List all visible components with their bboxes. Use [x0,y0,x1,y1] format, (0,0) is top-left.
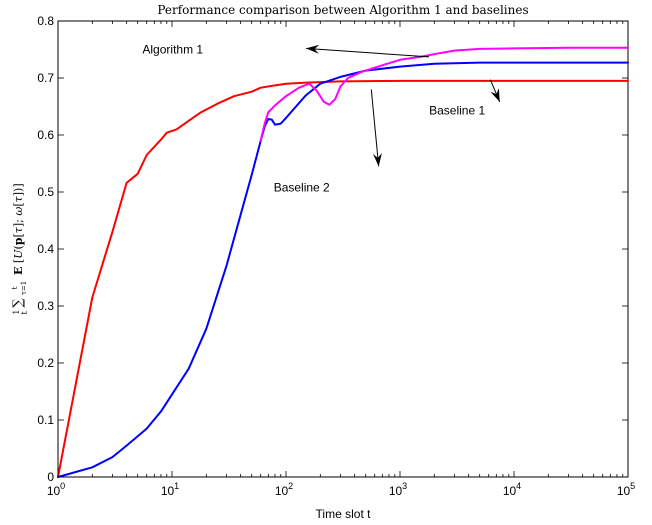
y-tick-label: 0.8 [37,14,54,28]
series-line-baseline-2 [57,79,629,478]
annotation-label: Algorithm 1 [142,43,203,57]
y-tick-label: 0.2 [37,356,54,370]
ticks-layer: 100 101 102 103 104 105 0 0.1 0.2 0.3 0.4 0.5 0.6 0.7… [37,14,635,498]
y-tick-label: 0.3 [37,299,54,313]
series-line-algorithm-1 [259,46,629,142]
chart-title: Performance comparison between Algorithm… [157,3,528,17]
annotation-label: Baseline 1 [429,103,485,117]
y-tick-label: 0.6 [37,128,54,142]
series-layer [57,46,629,478]
y-tick-label: 0.4 [37,242,54,256]
x-tick-label: 102 [275,481,293,498]
x-tick-label: 105 [617,481,635,498]
annotation-arrow [370,89,380,167]
series-line-baseline-1 [57,61,629,478]
x-tick-label: 100 [47,481,65,498]
plot-area [57,20,629,478]
x-axis-label: Time slot t [316,507,372,521]
annotation-layer: Algorithm 1 Baseline 1 Baseline 2 [142,43,501,194]
x-tick-label: 104 [503,481,521,498]
plot-frame [57,20,629,478]
svg-text:1t ∑ τ=1 t: 1t ∑ τ=1 t E [U(p[τ]; ω[τ])] [7,183,30,314]
x-tick-label: 101 [161,481,179,498]
annotation-arrowhead [372,152,382,167]
y-axis-label: 1t ∑ τ=1 t E [U(p[τ]; ω[τ])] [7,183,30,314]
annotation-arrow [306,47,430,58]
y-tick-label: 0 [47,470,54,484]
annotation-arrowhead [306,44,320,54]
y-tick-label: 0.1 [37,413,54,427]
x-tick-label: 103 [389,481,407,498]
annotation-arrowhead [490,88,500,102]
y-tick-label: 0.7 [37,71,54,85]
annotation-label: Baseline 2 [274,180,330,194]
y-tick-label: 0.5 [37,185,54,199]
